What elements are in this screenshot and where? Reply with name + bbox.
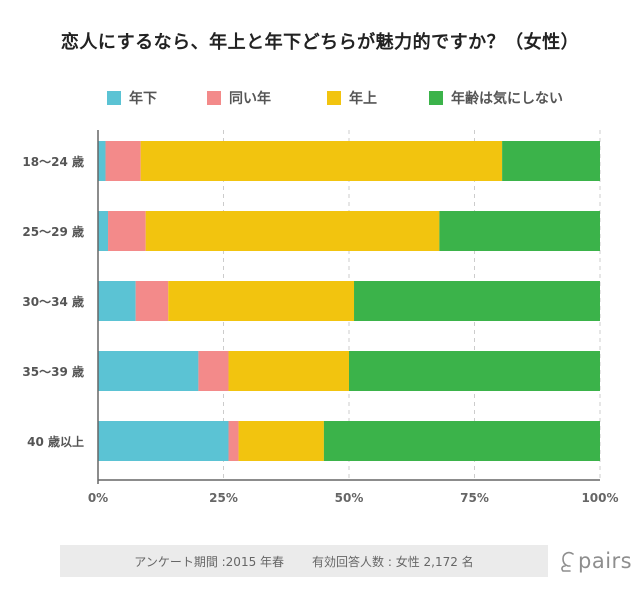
stacked-bar-chart: 18〜24 歳 25〜29 歳 30〜34 歳 35〜39 歳 40 歳以上 0% 25% 5… <box>22 130 619 505</box>
bar-segment <box>238 421 324 461</box>
legend-swatch <box>107 91 121 105</box>
legend-label: 同い年 <box>229 91 271 107</box>
x-tick-label: 100% <box>581 491 618 505</box>
x-tick-label: 25% <box>209 491 238 505</box>
bar-segment <box>323 421 600 461</box>
respondent-count: 有効回答人数 : 女性 2,172 名 <box>312 554 474 569</box>
legend-label: 年齢は気にしない <box>451 91 563 107</box>
bar-segment <box>354 281 600 321</box>
legend-item-3: 年齢は気にしない <box>429 88 563 108</box>
category-label: 35〜39 歳 <box>22 364 84 379</box>
cloud-icon <box>561 551 574 572</box>
bar-segment <box>98 211 109 251</box>
bar-segment <box>108 211 146 251</box>
legend-label: 年上 <box>349 91 377 107</box>
legend-label: 年下 <box>129 91 157 107</box>
legend-swatch <box>429 91 443 105</box>
category-label: 40 歳以上 <box>27 434 84 449</box>
category-label: 25〜29 歳 <box>22 224 84 239</box>
legend-item-1: 同い年 <box>207 88 271 108</box>
chart-title: 恋人にするなら、年上と年下どちらが魅力的ですか？（女性） <box>60 32 580 53</box>
bar-segment <box>98 281 136 321</box>
bar-segment <box>98 351 199 391</box>
bar-segment <box>228 351 349 391</box>
legend-item-0: 年下 <box>107 88 157 108</box>
bar-segment <box>349 351 600 391</box>
bar-segment <box>198 351 229 391</box>
category-label: 30〜34 歳 <box>22 294 84 309</box>
legend-item-2: 年上 <box>327 88 377 108</box>
x-tick-label: 0% <box>88 491 108 505</box>
bar-segment <box>228 421 239 461</box>
chart-legend: 年下 同い年 年上 年齢は気にしない <box>0 88 640 112</box>
bar-segment <box>98 421 229 461</box>
logo-text: pairs <box>578 549 633 573</box>
bar-segment <box>145 211 440 251</box>
bar-segment <box>105 141 141 181</box>
x-tick-label: 75% <box>460 491 489 505</box>
bar-segment <box>168 281 355 321</box>
bar-segment <box>140 141 503 181</box>
bar-segment <box>135 281 169 321</box>
legend-swatch <box>207 91 221 105</box>
survey-footer: アンケート期間 :2015 年春 有効回答人数 : 女性 2,172 名 <box>60 545 548 577</box>
survey-period: アンケート期間 :2015 年春 <box>134 554 285 569</box>
bar-segment <box>98 141 106 181</box>
bar-segment <box>439 211 600 251</box>
bar-segment <box>502 141 600 181</box>
legend-swatch <box>327 91 341 105</box>
pairs-logo: pairs <box>561 546 632 576</box>
x-tick-label: 50% <box>335 491 364 505</box>
category-label: 18〜24 歳 <box>22 154 84 169</box>
